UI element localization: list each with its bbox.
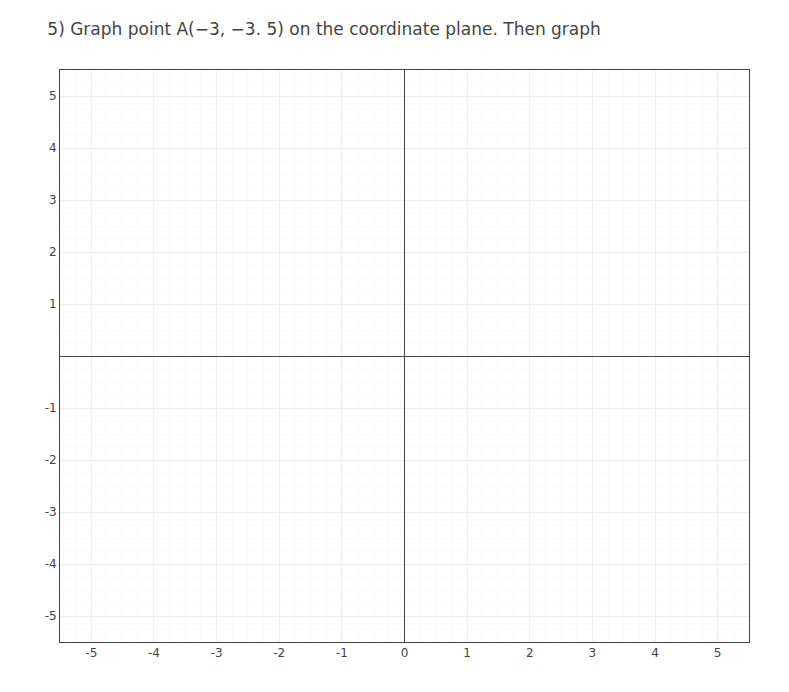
svg-text:-2: -2 xyxy=(45,453,57,467)
svg-text:-2: -2 xyxy=(273,646,285,660)
svg-text:0: 0 xyxy=(401,646,409,660)
svg-text:-4: -4 xyxy=(45,557,57,571)
svg-text:-5: -5 xyxy=(85,646,97,660)
svg-text:-1: -1 xyxy=(336,646,348,660)
svg-text:-3: -3 xyxy=(45,505,57,519)
svg-text:3: 3 xyxy=(589,646,597,660)
svg-text:4: 4 xyxy=(651,646,659,660)
svg-text:5: 5 xyxy=(49,89,57,103)
svg-text:1: 1 xyxy=(463,646,471,660)
svg-text:5: 5 xyxy=(714,646,722,660)
svg-text:3: 3 xyxy=(49,193,57,207)
svg-text:2: 2 xyxy=(526,646,534,660)
svg-text:-3: -3 xyxy=(211,646,223,660)
svg-text:2: 2 xyxy=(49,245,57,259)
svg-text:-4: -4 xyxy=(148,646,160,660)
svg-text:1: 1 xyxy=(49,297,57,311)
svg-text:-1: -1 xyxy=(45,401,57,415)
svg-text:5) Graph point A(−3, −3. 5) on: 5) Graph point A(−3, −3. 5) on the coord… xyxy=(47,19,601,39)
svg-text:4: 4 xyxy=(49,141,57,155)
svg-text:-5: -5 xyxy=(45,609,57,623)
